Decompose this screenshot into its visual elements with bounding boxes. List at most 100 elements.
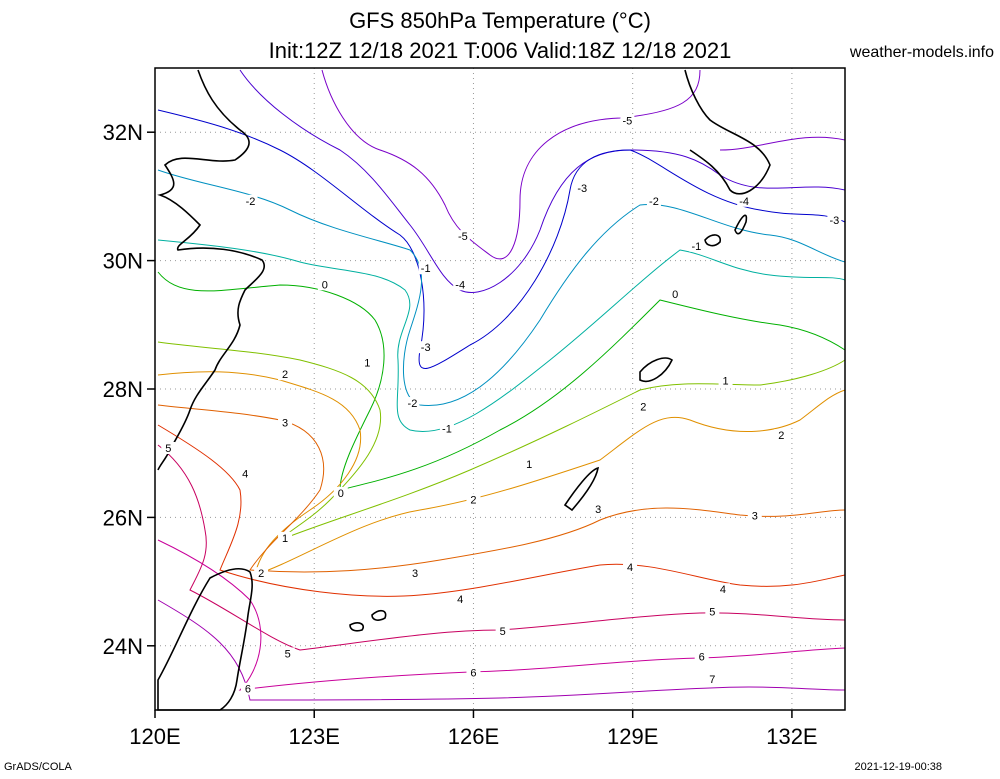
contour-label: 4: [720, 584, 726, 596]
contour-label-bg: [747, 509, 762, 522]
footer-software: GrADS/COLA: [4, 761, 72, 773]
contour-label: 2: [640, 401, 646, 413]
jeju-kyushu-coast: [684, 69, 771, 195]
contour-label-bg: [495, 624, 510, 637]
okinawa-island: [563, 466, 599, 512]
lon-tick-label: 120E: [129, 724, 180, 749]
contour-label: -5: [622, 116, 632, 128]
axis-ticks: 32N 30N 28N 26N 24N 120E 123E 126E 129E 132E: [103, 120, 818, 749]
contour-label-bg: [439, 422, 454, 435]
contour-label: 1: [282, 533, 288, 545]
isotherm-6: [157, 539, 846, 691]
contour-label: 3: [595, 504, 601, 516]
contour-label-bg: [718, 374, 733, 387]
contour-label: 1: [364, 358, 370, 370]
lon-tick-label: 126E: [448, 724, 499, 749]
contour-label-bg: [623, 560, 638, 573]
contour-label: 7: [709, 674, 715, 686]
lon-tick-label: 123E: [289, 724, 340, 749]
contour-label-bg: [705, 605, 720, 618]
contour-label: -4: [455, 279, 465, 291]
contour-label: 2: [258, 568, 264, 580]
isotherm-minus2: [157, 169, 846, 407]
lon-tick-label: 129E: [607, 724, 658, 749]
lat-tick-label: 30N: [103, 249, 143, 274]
contour-label-bg: [689, 239, 704, 252]
chart-title: GFS 850hPa Temperature (°C): [349, 8, 651, 33]
isotherm-lines: [157, 69, 846, 701]
contour-label-bg: [694, 650, 709, 663]
coastlines: [157, 69, 771, 711]
tanegashima-island: [734, 214, 748, 235]
contour-label-bg: [418, 262, 433, 275]
contour-label-bg: [243, 194, 258, 207]
contour-label: 0: [322, 279, 328, 291]
isotherm-minus5-east: [719, 136, 846, 151]
contour-label-bg: [317, 278, 332, 291]
contour-label: 4: [627, 562, 633, 574]
contour-label: 5: [500, 626, 506, 638]
contour-label-bg: [646, 194, 661, 207]
contour-label: 4: [457, 594, 463, 606]
china-coast: [157, 69, 265, 471]
contour-label-bg: [575, 181, 590, 194]
contour-label-bg: [827, 214, 842, 227]
site-credit: weather-models.info: [849, 44, 994, 61]
contour-label-bg: [715, 583, 730, 596]
contour-label-bg: [453, 278, 468, 291]
contour-label-bg: [238, 467, 253, 480]
contour-label-bg: [360, 356, 375, 369]
contour-label: -3: [577, 183, 587, 195]
map-gridlines: [155, 68, 845, 710]
contour-labels: -5 -3 -2 -4 -3 -2 -5 -1 -1 -4 0 0 -3 1 2 1 -2 2 3 -1 2 5 1 4 0 2 3…: [161, 114, 842, 696]
contour-label-bg: [466, 493, 481, 506]
ishigaki-island: [371, 609, 387, 621]
contour-label: -2: [649, 196, 659, 208]
contour-label-bg: [705, 673, 720, 686]
isotherm-minus5: [321, 69, 701, 260]
yakushima-island: [704, 234, 722, 247]
contour-label: 6: [699, 652, 705, 664]
taiwan-coast: [157, 567, 253, 711]
contour-label: -3: [421, 342, 431, 354]
contour-label: -2: [246, 196, 256, 208]
isotherm-minus3: [157, 109, 846, 369]
contour-label: -5: [458, 231, 468, 243]
lat-tick-label: 26N: [103, 505, 143, 530]
contour-label-bg: [333, 486, 348, 499]
lat-tick-label: 24N: [103, 634, 143, 659]
contour-label-bg: [453, 592, 468, 605]
isotherm-7: [157, 599, 846, 701]
lon-tick-label: 132E: [766, 724, 817, 749]
contour-label: -1: [421, 263, 431, 275]
contour-label: -1: [442, 424, 452, 436]
contour-label-bg: [278, 416, 293, 429]
miyako-island: [349, 622, 365, 632]
isotherm-3: [157, 404, 846, 573]
contour-label-bg: [280, 647, 295, 660]
contour-label-bg: [522, 458, 537, 471]
contour-label: -1: [691, 241, 701, 253]
contour-label: 1: [723, 376, 729, 388]
contour-label-bg: [466, 666, 481, 679]
contour-label-bg: [591, 502, 606, 515]
contour-label: 0: [338, 488, 344, 500]
contour-label: -2: [408, 398, 418, 410]
isotherm-minus1: [157, 239, 846, 432]
contour-label-bg: [636, 400, 651, 413]
contour-label-bg: [455, 230, 470, 243]
contour-label-bg: [620, 114, 635, 127]
footer-timestamp: 2021-12-19-00:38: [854, 761, 942, 773]
contour-label: 3: [752, 510, 758, 522]
contour-label-bg: [278, 368, 293, 381]
contour-label-bg: [737, 194, 752, 207]
contour-label-bg: [254, 567, 269, 580]
contour-label-bg: [774, 429, 789, 442]
contour-label: 5: [165, 443, 171, 455]
amami-island: [639, 357, 674, 382]
isotherm-minus4: [239, 69, 846, 293]
contour-label: -4: [739, 196, 749, 208]
contour-label-bg: [405, 397, 420, 410]
isotherm-0: [157, 271, 846, 491]
